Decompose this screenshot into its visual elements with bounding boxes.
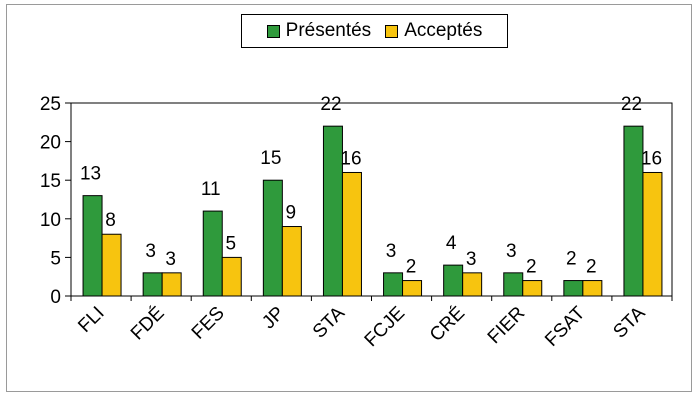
y-tick-label: 25 (40, 94, 61, 115)
data-label-presentes: 15 (260, 148, 281, 169)
x-tick-label: FCJE (361, 303, 409, 351)
data-label-presentes: 3 (386, 241, 397, 262)
data-label-acceptes: 3 (165, 249, 176, 270)
data-label-presentes: 11 (201, 179, 221, 200)
y-tick-label: 20 (40, 133, 61, 154)
legend-item-presentes: Présentés (266, 20, 372, 42)
data-label-acceptes: 2 (526, 257, 537, 278)
data-label-presentes: 4 (446, 233, 457, 254)
data-label-acceptes: 2 (586, 257, 597, 278)
data-label-presentes: 2 (566, 249, 577, 270)
bar-acceptes (642, 171, 663, 297)
bar-acceptes (221, 256, 242, 297)
data-label-acceptes: 8 (105, 210, 116, 231)
legend-label-presentes: Présentés (285, 20, 372, 41)
bar-acceptes (161, 272, 182, 297)
bar-presentes (202, 210, 223, 297)
legend-swatch-acceptes (385, 24, 399, 38)
bar-acceptes (522, 280, 543, 297)
data-label-presentes: 13 (80, 164, 101, 185)
bar-presentes (142, 272, 163, 297)
y-tick-label: 10 (40, 210, 61, 231)
x-tick-label: STA (610, 302, 650, 342)
data-label-acceptes: 9 (286, 203, 297, 224)
x-tick-label: FES (188, 303, 229, 344)
data-label-presentes: 3 (145, 241, 156, 262)
data-label-presentes: 22 (320, 94, 341, 115)
legend-swatch-presentes (266, 24, 280, 38)
chart-legend: Présentés Acceptés (241, 14, 508, 48)
y-tick-label: 0 (50, 287, 61, 308)
bar-presentes (503, 272, 524, 297)
x-tick-label: CRÉ (426, 303, 469, 346)
bar-acceptes (341, 171, 362, 297)
x-tick-label: FSAT (541, 302, 589, 350)
bar-acceptes (582, 280, 603, 297)
data-label-presentes: 22 (621, 94, 642, 115)
x-tick-label: JP (258, 303, 289, 334)
bar-acceptes (281, 226, 302, 297)
bar-acceptes (402, 280, 423, 297)
bar-presentes (443, 264, 464, 297)
x-tick-label: FIER (484, 303, 529, 348)
data-label-acceptes: 16 (641, 148, 662, 169)
x-tick-label: STA (309, 302, 349, 342)
bar-acceptes (462, 272, 483, 297)
bar-presentes (82, 195, 103, 297)
bar-presentes (563, 280, 584, 297)
data-label-acceptes: 2 (406, 257, 417, 278)
plot-area (70, 102, 673, 297)
x-tick-label: FLI (74, 303, 108, 337)
bar-acceptes (101, 233, 122, 297)
legend-item-acceptes: Acceptés (385, 20, 482, 42)
y-tick-label: 5 (50, 248, 61, 269)
data-label-acceptes: 16 (340, 148, 361, 169)
data-label-presentes: 3 (506, 241, 517, 262)
x-tick-label: FDÉ (127, 303, 169, 345)
y-tick-label: 15 (40, 171, 61, 192)
data-label-acceptes: 3 (466, 249, 477, 270)
bar-presentes (383, 272, 404, 297)
legend-label-acceptes: Acceptés (404, 20, 483, 41)
data-label-acceptes: 5 (225, 233, 236, 254)
bar-presentes (262, 179, 283, 297)
